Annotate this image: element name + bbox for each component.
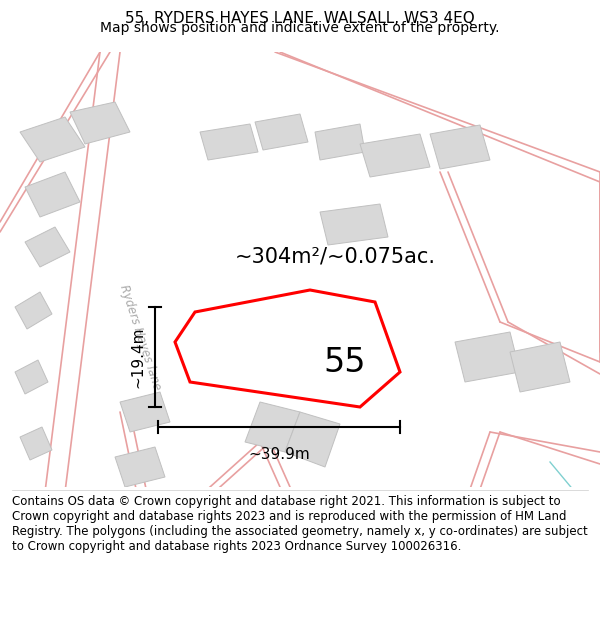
Polygon shape xyxy=(25,172,80,217)
Polygon shape xyxy=(360,134,430,177)
Polygon shape xyxy=(315,124,365,160)
Polygon shape xyxy=(510,342,570,392)
Text: Contains OS data © Crown copyright and database right 2021. This information is : Contains OS data © Crown copyright and d… xyxy=(12,495,588,553)
Polygon shape xyxy=(15,292,52,329)
Polygon shape xyxy=(285,412,340,467)
Polygon shape xyxy=(200,124,258,160)
Text: ~19.4m: ~19.4m xyxy=(130,326,145,388)
Polygon shape xyxy=(115,447,165,487)
Polygon shape xyxy=(255,114,308,150)
Polygon shape xyxy=(70,102,130,144)
Polygon shape xyxy=(15,360,48,394)
Polygon shape xyxy=(320,204,388,245)
Text: 55: 55 xyxy=(324,346,366,379)
Text: ~39.9m: ~39.9m xyxy=(248,447,310,462)
Polygon shape xyxy=(20,117,85,162)
Text: Ryders Hayes lane: Ryders Hayes lane xyxy=(117,282,163,391)
Polygon shape xyxy=(120,392,170,432)
Text: 55, RYDERS HAYES LANE, WALSALL, WS3 4EQ: 55, RYDERS HAYES LANE, WALSALL, WS3 4EQ xyxy=(125,11,475,26)
Polygon shape xyxy=(20,427,52,460)
Polygon shape xyxy=(430,125,490,169)
Text: ~304m²/~0.075ac.: ~304m²/~0.075ac. xyxy=(235,247,436,267)
Polygon shape xyxy=(175,290,400,407)
Polygon shape xyxy=(245,402,300,452)
Text: Map shows position and indicative extent of the property.: Map shows position and indicative extent… xyxy=(100,21,500,36)
Polygon shape xyxy=(25,227,70,267)
Polygon shape xyxy=(455,332,520,382)
